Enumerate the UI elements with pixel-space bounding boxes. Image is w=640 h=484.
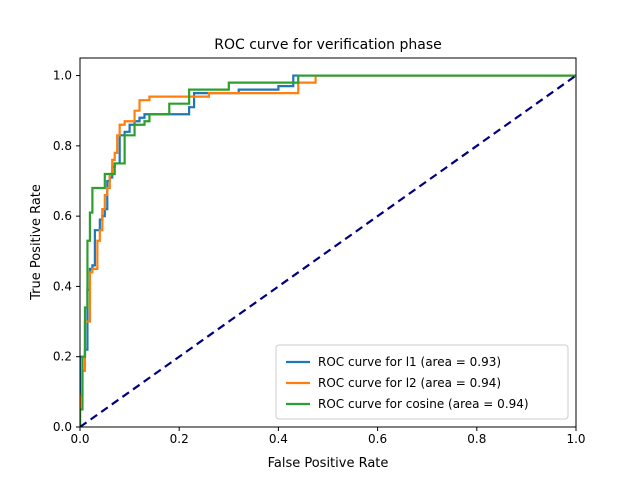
x-tick-label: 1.0 bbox=[566, 432, 585, 446]
roc-series-line-3 bbox=[80, 74, 576, 427]
legend-box bbox=[275, 344, 569, 420]
x-tick-label: 0.2 bbox=[170, 432, 189, 446]
chart-title: ROC curve for verification phase bbox=[214, 37, 442, 53]
x-tick-label: 0.8 bbox=[467, 432, 486, 446]
y-axis-label: True Positive Rate bbox=[29, 184, 44, 301]
x-axis-label: False Positive Rate bbox=[268, 456, 389, 471]
y-tick-label: 0.8 bbox=[53, 139, 72, 153]
y-tick-label: 1.0 bbox=[53, 69, 72, 83]
x-tick-label: 0.0 bbox=[70, 432, 89, 446]
x-tick-label: 0.4 bbox=[269, 432, 288, 446]
y-tick-label: 0.6 bbox=[53, 209, 72, 223]
x-tick-label: 0.6 bbox=[368, 432, 387, 446]
y-tick-label: 0.0 bbox=[53, 420, 72, 434]
y-tick-label: 0.2 bbox=[53, 350, 72, 364]
y-tick-label: 0.4 bbox=[53, 279, 72, 293]
legend: ROC curve for l1 (area = 0.93) ROC curve … bbox=[275, 344, 569, 420]
legend-label: ROC curve for l1 (area = 0.93) bbox=[318, 355, 501, 369]
legend-label: ROC curve for cosine (area = 0.94) bbox=[318, 397, 529, 411]
legend-label: ROC curve for l2 (area = 0.94) bbox=[318, 376, 501, 390]
plot-frame bbox=[79, 57, 577, 428]
reference-diagonal-line bbox=[80, 74, 576, 427]
